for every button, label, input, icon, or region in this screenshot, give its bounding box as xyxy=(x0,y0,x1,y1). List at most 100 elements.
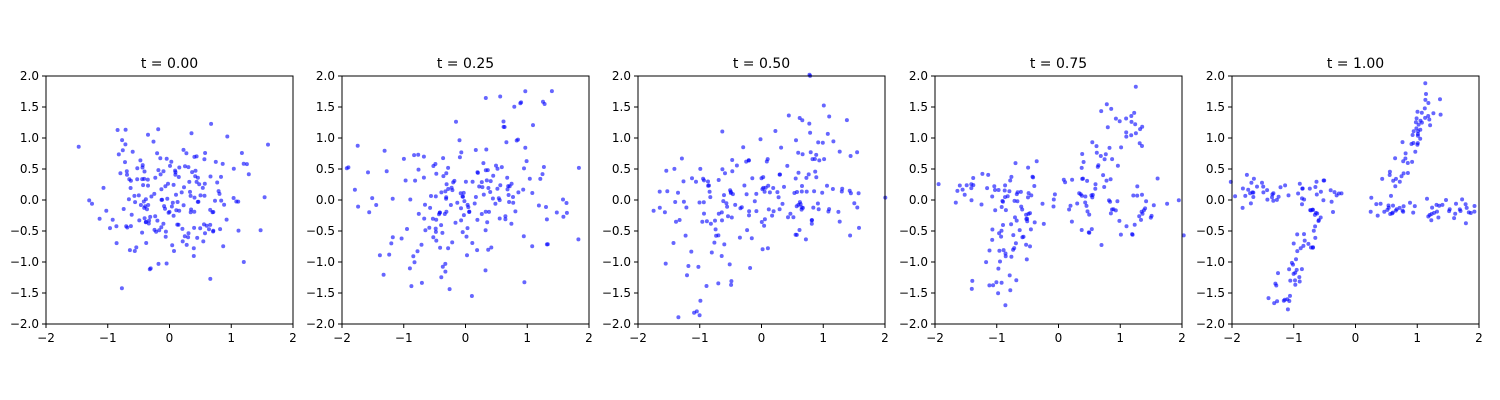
scatter-point xyxy=(1401,171,1406,176)
scatter-points xyxy=(76,121,270,291)
scatter-point xyxy=(1265,188,1270,193)
scatter-point xyxy=(1428,123,1433,128)
panel-3: t = 0.75 −2 −1 0 1 2 −2.0 −1.5 −1.0 −0.5 0.0 0.5 1… xyxy=(899,56,1186,345)
scatter-point xyxy=(1040,201,1045,206)
scatter-point xyxy=(831,139,836,144)
scatter-point xyxy=(484,147,489,152)
scatter-point xyxy=(1423,81,1428,86)
scatter-point xyxy=(747,209,752,214)
scatter-point xyxy=(1318,189,1323,194)
scatter-point xyxy=(1104,178,1109,183)
scatter-point xyxy=(97,216,102,221)
y-tick-label: −0.5 xyxy=(306,224,335,238)
scatter-point xyxy=(1299,267,1304,272)
scatter-point xyxy=(486,186,491,190)
scatter-point xyxy=(1110,157,1115,162)
scatter-point xyxy=(1274,197,1279,202)
scatter-point xyxy=(1447,207,1452,212)
scatter-point xyxy=(119,286,124,291)
scatter-point xyxy=(808,150,813,155)
scatter-point xyxy=(434,238,439,243)
scatter-point xyxy=(1113,116,1118,121)
scatter-point xyxy=(490,196,495,201)
scatter-point xyxy=(761,175,766,180)
scatter-point xyxy=(1391,203,1395,208)
scatter-point xyxy=(390,235,395,240)
scatter-point xyxy=(433,229,438,234)
scatter-point xyxy=(730,192,735,197)
scatter-point xyxy=(773,129,778,133)
scatter-point xyxy=(1144,199,1149,204)
scatter-point xyxy=(507,184,512,189)
scatter-point xyxy=(1141,208,1146,213)
scatter-point xyxy=(1426,114,1431,118)
scatter-point xyxy=(1003,183,1008,188)
scatter-point xyxy=(489,245,494,250)
scatter-point xyxy=(1394,176,1398,181)
scatter-point xyxy=(994,280,999,285)
scatter-point xyxy=(1414,116,1419,121)
scatter-point xyxy=(110,217,115,222)
scatter-point xyxy=(1397,205,1402,210)
scatter-point xyxy=(180,226,185,231)
scatter-point xyxy=(786,113,791,118)
scatter-point xyxy=(771,186,776,190)
scatter-point xyxy=(969,186,974,191)
scatter-point xyxy=(370,196,375,201)
scatter-point xyxy=(176,175,181,179)
scatter-point xyxy=(440,264,445,269)
scatter-point xyxy=(202,181,207,186)
scatter-point xyxy=(120,138,125,143)
scatter-point xyxy=(1426,214,1431,219)
scatter-point xyxy=(936,182,941,187)
scatter-point xyxy=(1334,193,1339,198)
scatter-point xyxy=(454,119,458,124)
scatter-point xyxy=(771,209,776,214)
scatter-point xyxy=(1137,214,1142,219)
scatter-point xyxy=(1083,194,1088,199)
scatter-point xyxy=(203,151,208,155)
x-tick-label: 0 xyxy=(758,331,766,345)
scatter-point xyxy=(440,230,445,235)
scatter-point xyxy=(439,223,444,228)
y-tick-label: 0.0 xyxy=(1206,193,1225,207)
scatter-point xyxy=(208,276,213,281)
y-tick-label: 2.0 xyxy=(20,69,39,83)
scatter-point xyxy=(723,171,727,176)
y-tick-label: 1.0 xyxy=(1206,131,1225,145)
scatter-point xyxy=(1313,235,1318,240)
scatter-point xyxy=(148,214,153,219)
scatter-point xyxy=(1460,197,1465,202)
scatter-point xyxy=(530,244,535,249)
scatter-point xyxy=(786,215,790,220)
scatter-point xyxy=(716,178,721,182)
scatter-point xyxy=(1124,224,1129,229)
scatter-point xyxy=(1026,191,1031,196)
x-tick-label: 2 xyxy=(289,331,297,345)
scatter-point xyxy=(416,167,421,172)
scatter-point xyxy=(493,201,498,206)
scatter-point xyxy=(701,176,706,181)
scatter-point xyxy=(104,208,109,213)
x-axis: −2 −1 0 1 2 xyxy=(629,324,889,345)
scatter-point xyxy=(679,156,684,161)
y-tick-label: −2.0 xyxy=(306,317,335,331)
scatter-point xyxy=(463,179,468,184)
scatter-point xyxy=(181,147,186,152)
scatter-point xyxy=(1240,205,1245,210)
scatter-point xyxy=(234,199,239,204)
scatter-point xyxy=(1389,193,1393,198)
scatter-point xyxy=(188,189,192,194)
scatter-point xyxy=(173,170,178,175)
scatter-point xyxy=(729,282,734,287)
scatter-point xyxy=(146,132,150,137)
scatter-point xyxy=(817,158,822,163)
scatter-point xyxy=(1181,233,1186,238)
scatter-point xyxy=(1013,241,1018,246)
scatter-point xyxy=(721,199,726,204)
scatter-point xyxy=(1009,254,1014,259)
scatter-point xyxy=(962,192,967,197)
scatter-point xyxy=(836,209,841,214)
scatter-point xyxy=(462,199,467,204)
